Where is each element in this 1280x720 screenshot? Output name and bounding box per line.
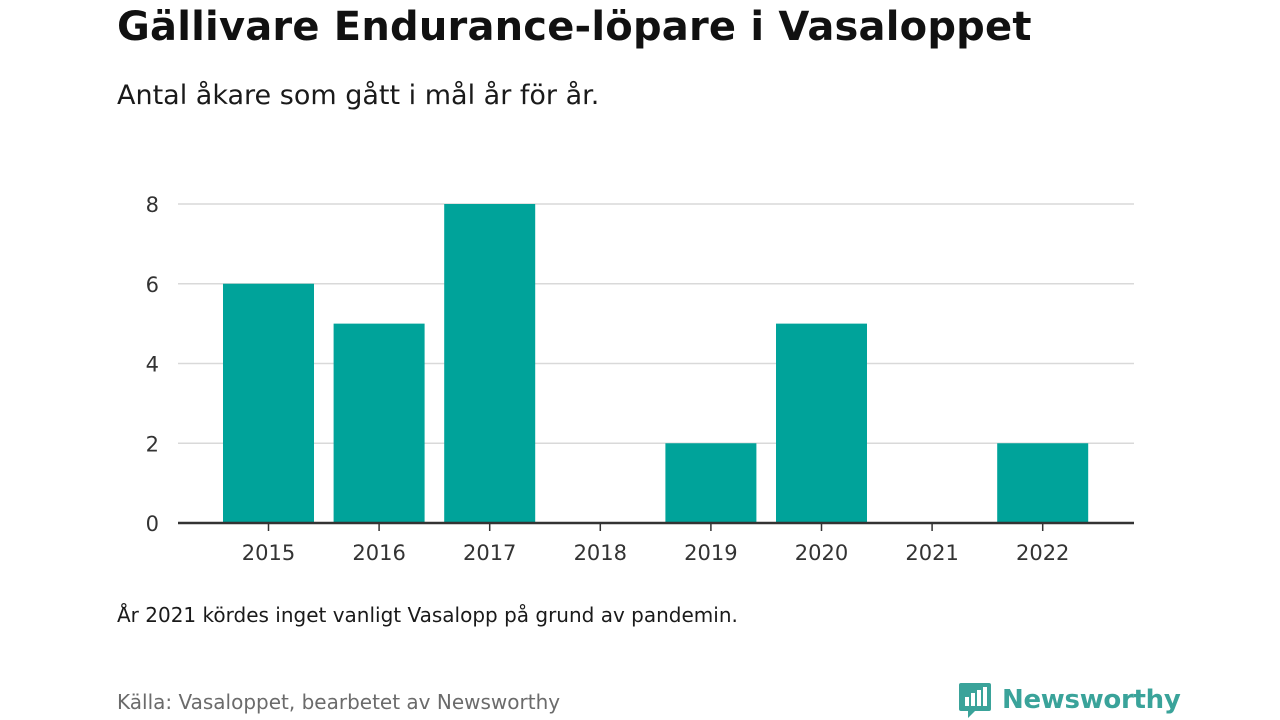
y-tick-label: 6 bbox=[146, 273, 159, 297]
x-tick-labels: 2015 2016 2017 2018 2019 2020 2021 2022 bbox=[242, 541, 1070, 565]
y-tick-label: 8 bbox=[146, 193, 159, 217]
y-tick-label: 0 bbox=[146, 512, 159, 536]
x-tick-label: 2016 bbox=[352, 541, 405, 565]
x-tick-label: 2022 bbox=[1016, 541, 1069, 565]
grid-lines bbox=[178, 203, 1134, 444]
bar-2022 bbox=[997, 443, 1089, 523]
x-tick-label: 2021 bbox=[905, 541, 958, 565]
x-tick-label: 2018 bbox=[574, 541, 627, 565]
x-tick-label: 2017 bbox=[463, 541, 516, 565]
bar-2016 bbox=[333, 323, 425, 523]
y-tick-labels: 0 2 4 6 8 bbox=[146, 193, 159, 536]
bars bbox=[223, 204, 1089, 523]
x-tick-label: 2015 bbox=[242, 541, 295, 565]
brand-name: Newsworthy bbox=[1002, 685, 1181, 715]
x-tick-label: 2020 bbox=[795, 541, 848, 565]
bar-2019 bbox=[665, 443, 757, 523]
x-tick-label: 2019 bbox=[684, 541, 737, 565]
y-tick-label: 2 bbox=[146, 432, 159, 456]
source-text: Källa: Vasaloppet, bearbetet av Newswort… bbox=[117, 690, 561, 714]
chart-title: Gällivare Endurance-löpare i Vasaloppet bbox=[117, 4, 1032, 50]
brand-logo: Newsworthy bbox=[958, 680, 1181, 720]
y-tick-label: 4 bbox=[146, 353, 159, 377]
chart-note: År 2021 kördes inget vanligt Vasalopp på… bbox=[117, 603, 738, 627]
bar-2017 bbox=[444, 204, 536, 523]
bar-2015 bbox=[223, 283, 314, 523]
bar-2020 bbox=[776, 323, 867, 523]
bar-chart: 0 2 4 6 8 2015 2016 2017 2018 2019 2020 2021 2022 bbox=[146, 193, 1134, 565]
chart-subtitle: Antal åkare som gått i mål år för år. bbox=[117, 80, 600, 111]
x-axis bbox=[178, 521, 1134, 531]
bar-chart-speech-bubble-icon bbox=[959, 683, 991, 718]
